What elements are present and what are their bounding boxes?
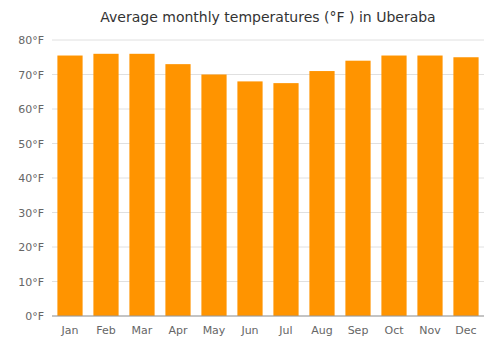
bar [201,75,226,317]
y-tick-label: 20°F [18,241,44,254]
bar [93,54,118,316]
bar [381,56,406,316]
bar [417,56,442,316]
chart: Average monthly temperatures (°F ) in Ub… [0,0,500,350]
y-grid [52,40,484,316]
x-tick-label: Sep [348,324,369,337]
x-axis: Jan Feb Mar Apr May Jun Jul Aug Sep Oct Nov Dec [52,316,484,337]
x-tick-label: Jun [240,324,258,337]
title: Average monthly temperatures (°F ) in Ub… [100,9,435,25]
chart-container: Average monthly temperatures (°F ) in Ub… [0,0,500,350]
y-tick-label: 50°F [18,138,44,151]
bar [345,61,370,316]
grid-line [52,40,484,41]
page: {"chart_data": {"type": "bar", "title": … [0,0,500,350]
bar [57,56,82,316]
x-tick-label: Mar [132,324,153,337]
bar [165,64,190,316]
y-tick-label: 0°F [25,310,44,323]
y-tick-label: 70°F [18,69,44,82]
y-axis: 0°F 10°F 20°F 30°F 40°F 50°F 60°F 70°F 80°F [18,34,44,323]
y-tick-label: 60°F [18,103,44,116]
x-tick-label: Feb [96,324,115,337]
y-tick-label: 30°F [18,207,44,220]
y-tick-label: 80°F [18,34,44,47]
bar [453,57,478,316]
grid-line [52,316,484,317]
x-tick-label: Aug [311,324,332,337]
x-tick-label: Dec [455,324,476,337]
x-tick-label: Nov [419,324,441,337]
x-tick-label: Apr [168,324,188,337]
y-tick-label: 40°F [18,172,44,185]
bars [57,54,478,316]
x-tick-label: May [203,324,226,337]
bar [237,81,262,316]
y-tick-label: 10°F [18,276,44,289]
bar [129,54,154,316]
x-tick-label: Oct [384,324,404,337]
bar [309,71,334,316]
bar [273,83,298,316]
x-tick-label: Jan [61,324,79,337]
x-axis-line [52,316,484,317]
x-tick-label: Jul [278,324,292,337]
